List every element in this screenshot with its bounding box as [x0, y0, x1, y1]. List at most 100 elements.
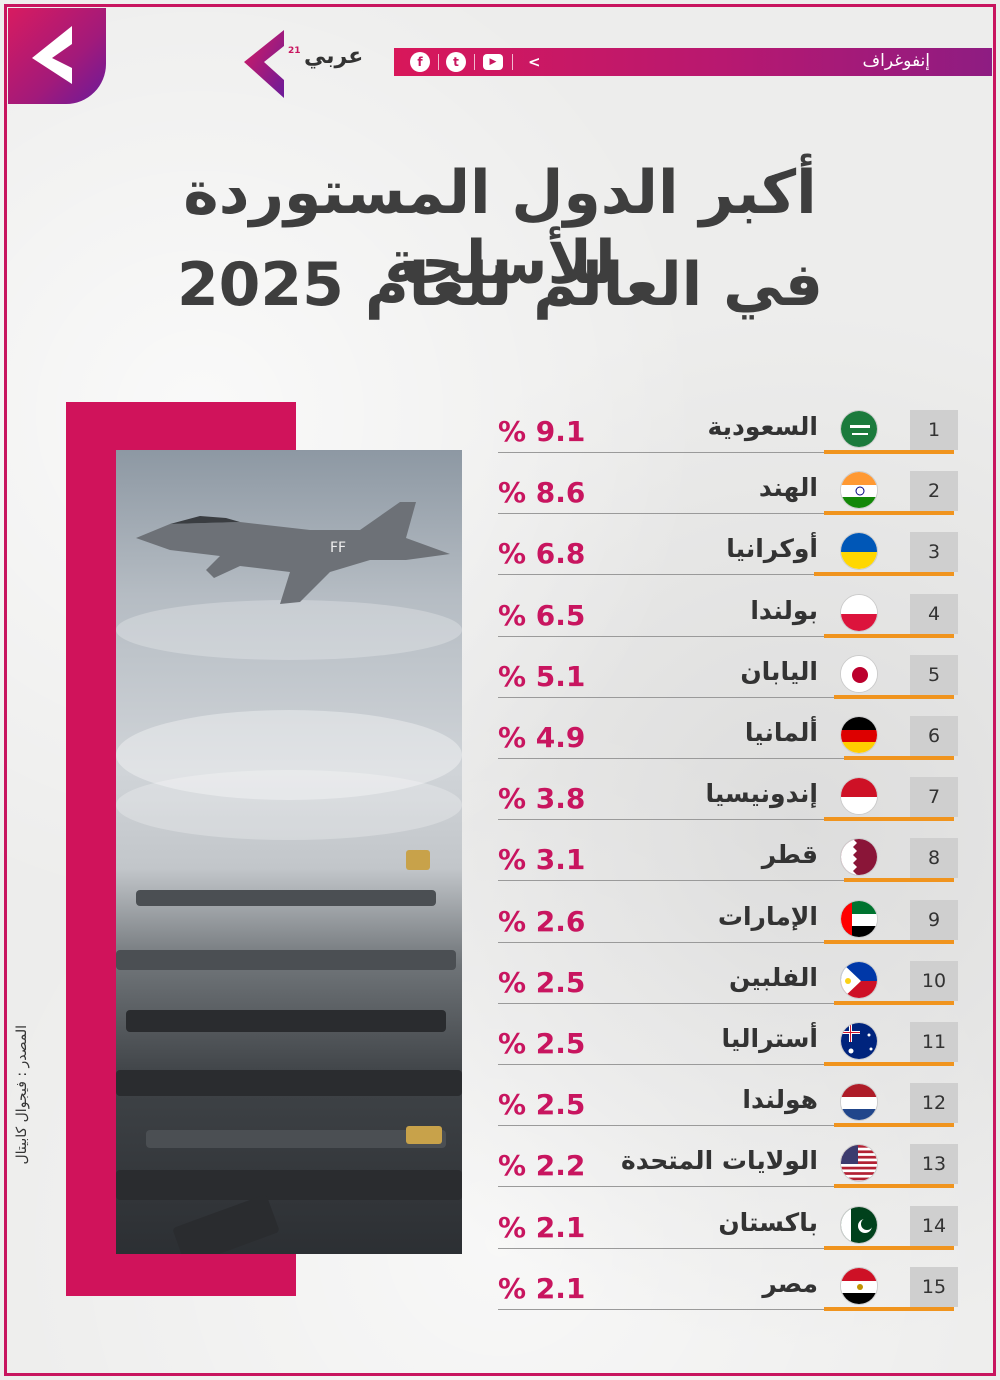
india-flag-icon — [840, 471, 878, 510]
rank-badge: 11 — [910, 1022, 958, 1062]
row-underline — [834, 1000, 954, 1005]
country-name: قطر — [761, 840, 818, 870]
row-underline — [824, 1245, 954, 1250]
import-share-value: % 2.5 — [498, 1088, 586, 1122]
import-share-value: % 3.8 — [498, 782, 586, 816]
row-underline — [824, 817, 954, 822]
rank-badge: 6 — [910, 716, 958, 756]
list-item: 11 أستراليا % 2.5 — [498, 1022, 958, 1074]
list-item: 8 قطر % 3.1 — [498, 838, 958, 890]
list-item: 4 بولندا % 6.5 — [498, 593, 958, 646]
import-share-value: % 6.5 — [498, 598, 586, 632]
svg-text:FF: FF — [330, 540, 346, 556]
divider — [438, 54, 439, 70]
list-item: 6 ألمانيا % 4.9 — [498, 716, 958, 768]
import-share-value: % 2.6 — [498, 904, 586, 938]
row-underline — [834, 1123, 954, 1128]
arabi21-mark-icon — [32, 26, 72, 84]
import-share-value: % 3.1 — [498, 843, 586, 877]
egypt-flag-icon — [840, 1266, 878, 1305]
rank-badge: 9 — [910, 899, 958, 940]
row-divider — [498, 941, 828, 943]
row-underline — [814, 572, 954, 577]
row-divider — [498, 1308, 828, 1310]
country-name: هولندا — [742, 1085, 818, 1115]
country-name: إندونيسيا — [705, 779, 818, 809]
row-underline — [824, 939, 954, 944]
pakistan-flag-icon — [840, 1205, 878, 1244]
row-divider — [498, 452, 828, 453]
source-credit: المصدر : فيجوال كابيتال — [14, 1025, 30, 1165]
divider — [474, 54, 475, 70]
list-item: 15 مصر % 2.1 — [498, 1266, 958, 1319]
country-name: الولايات المتحدة — [621, 1146, 818, 1176]
list-item: 2 الهند % 8.6 — [498, 471, 958, 523]
country-name: السعودية — [707, 412, 818, 441]
import-share-value: % 5.1 — [498, 659, 586, 693]
page-title-line-2: في العالم للعام 2025 — [176, 250, 824, 320]
country-name: ألمانيا — [744, 718, 818, 747]
import-share-value: % 2.1 — [498, 1271, 586, 1305]
youtube-icon[interactable]: ▶ — [483, 54, 503, 70]
row-divider — [498, 1064, 828, 1065]
arabi21-logo-mark-icon — [244, 30, 284, 98]
row-divider — [498, 635, 828, 637]
country-name: الفلبين — [728, 962, 818, 992]
indonesia-flag-icon — [840, 777, 878, 816]
rank-badge: 4 — [910, 593, 958, 634]
country-name: اليابان — [740, 656, 818, 686]
list-item: 3 أوكرانيا % 6.8 — [498, 532, 958, 584]
import-share-value: % 2.1 — [498, 1210, 586, 1244]
list-item: 1 السعودية % 9.1 — [498, 410, 958, 462]
list-item: 13 الولايات المتحدة % 2.2 — [498, 1144, 958, 1196]
country-name: الإمارات — [717, 901, 818, 931]
country-name: باكستان — [718, 1207, 818, 1237]
japan-flag-icon — [840, 654, 878, 693]
arabi21-logo — [240, 28, 370, 100]
rank-badge: 12 — [910, 1083, 958, 1124]
row-divider — [498, 758, 848, 759]
netherlands-flag-icon — [840, 1083, 878, 1122]
import-share-value: % 2.5 — [498, 1027, 586, 1060]
row-underline — [824, 450, 954, 454]
qatar-flag-icon — [840, 838, 878, 877]
page-title-line-1: أكبر الدول المستوردة للأسلحة — [183, 158, 817, 298]
rank-badge: 13 — [910, 1144, 958, 1185]
country-name: أستراليا — [721, 1024, 818, 1053]
facebook-icon[interactable]: f — [410, 52, 430, 72]
row-underline — [824, 1306, 954, 1311]
row-divider — [498, 1247, 828, 1249]
row-divider — [498, 513, 828, 515]
saudi-arabia-flag-icon — [840, 410, 878, 448]
country-name: بولندا — [750, 595, 818, 625]
rank-badge: 14 — [910, 1205, 958, 1246]
row-underline — [824, 511, 954, 516]
brand-name: عربي — [304, 44, 364, 69]
row-underline — [824, 1062, 954, 1066]
row-divider — [498, 1002, 838, 1004]
poland-flag-icon — [840, 593, 878, 632]
country-name: مصر — [762, 1268, 818, 1298]
usa-flag-icon — [840, 1144, 878, 1183]
import-share-value: % 2.2 — [498, 1149, 586, 1183]
arabi21-corner-logo — [8, 8, 106, 104]
list-item: 9 الإمارات % 2.6 — [498, 899, 958, 952]
list-item: 7 إندونيسيا % 3.8 — [498, 777, 958, 829]
row-underline — [844, 756, 954, 760]
row-underline — [834, 694, 954, 699]
row-underline — [844, 878, 954, 883]
fighter-jet-and-rifles-photo: FF — [116, 450, 462, 1254]
twitter-icon[interactable]: t — [446, 52, 466, 72]
list-item: 12 هولندا % 2.5 — [498, 1083, 958, 1135]
share-icon[interactable]: < — [528, 53, 541, 71]
header-bar: f t ▶ < إنفوغراف — [394, 48, 992, 76]
rank-badge: 7 — [910, 777, 958, 818]
country-name: أوكرانيا — [726, 534, 818, 564]
rank-badge: 1 — [910, 410, 958, 450]
row-underline — [834, 1184, 954, 1189]
country-name: الهند — [758, 473, 818, 503]
ukraine-flag-icon — [840, 532, 878, 571]
import-share-value: % 4.9 — [498, 721, 586, 754]
import-share-value: % 8.6 — [498, 476, 586, 510]
australia-flag-icon — [840, 1022, 878, 1060]
